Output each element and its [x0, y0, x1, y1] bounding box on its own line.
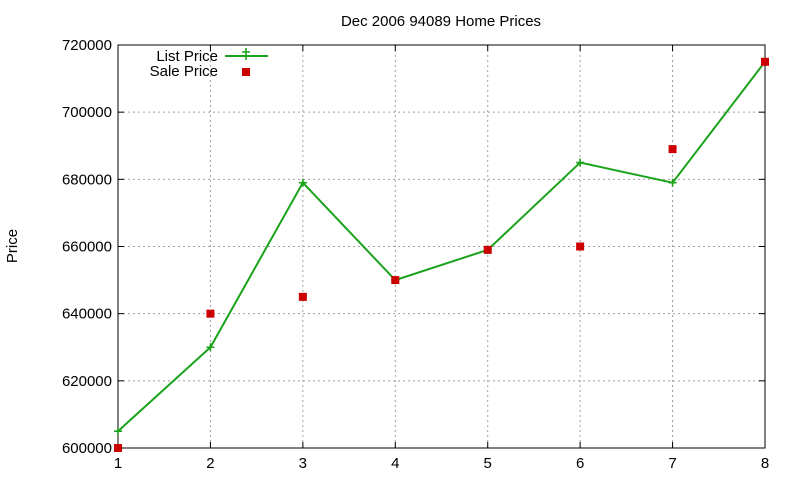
- list-price-point: [576, 158, 585, 167]
- legend: List Price Sale Price: [150, 48, 268, 80]
- plot-frame: [117, 44, 766, 449]
- x-tick-label: 2: [206, 455, 214, 472]
- y-tick-label: 600000: [62, 440, 112, 457]
- axis-ticks: 1 2 3 4 5 6 7 8 600000 620000 640000 660000 680000 70…: [62, 37, 769, 472]
- list-price-point: [206, 343, 215, 352]
- y-tick-label: 660000: [62, 239, 112, 256]
- list-price-point: [298, 178, 307, 187]
- x-tick-label: 8: [761, 455, 769, 472]
- x-tick-label: 3: [299, 455, 307, 472]
- chart-title: Dec 2006 94089 Home Prices: [341, 13, 541, 30]
- sale-price-point: [668, 145, 677, 154]
- list-price-line: [117, 61, 766, 432]
- sale-price-point: [576, 242, 585, 251]
- sale-price-point: [114, 444, 122, 452]
- sale-price-point: [206, 309, 215, 318]
- legend-label-list-price: List Price: [156, 48, 218, 65]
- sale-price-point: [761, 57, 769, 66]
- y-tick-label: 640000: [62, 306, 112, 323]
- series: [114, 57, 769, 452]
- list-price-point: [114, 427, 122, 436]
- list-price-point: [668, 178, 677, 187]
- y-tick-label: 620000: [62, 373, 112, 390]
- sale-price-point: [391, 276, 400, 285]
- y-tick-label: 720000: [62, 37, 112, 54]
- x-tick-label: 6: [576, 455, 584, 472]
- x-tick-label: 4: [391, 455, 399, 472]
- x-tick-label: 1: [114, 455, 122, 472]
- legend-marker-sale-price: [242, 68, 250, 76]
- legend-label-sale-price: Sale Price: [150, 63, 218, 80]
- sale-price-point: [298, 292, 307, 301]
- grid: [118, 45, 765, 448]
- x-tick-label: 7: [668, 455, 676, 472]
- y-tick-label: 700000: [62, 104, 112, 121]
- x-tick-label: 5: [484, 455, 492, 472]
- legend-marker-list-price: [242, 48, 250, 60]
- sale-price-point: [483, 245, 492, 254]
- y-axis-label: Price: [4, 229, 21, 263]
- y-tick-label: 680000: [62, 171, 112, 188]
